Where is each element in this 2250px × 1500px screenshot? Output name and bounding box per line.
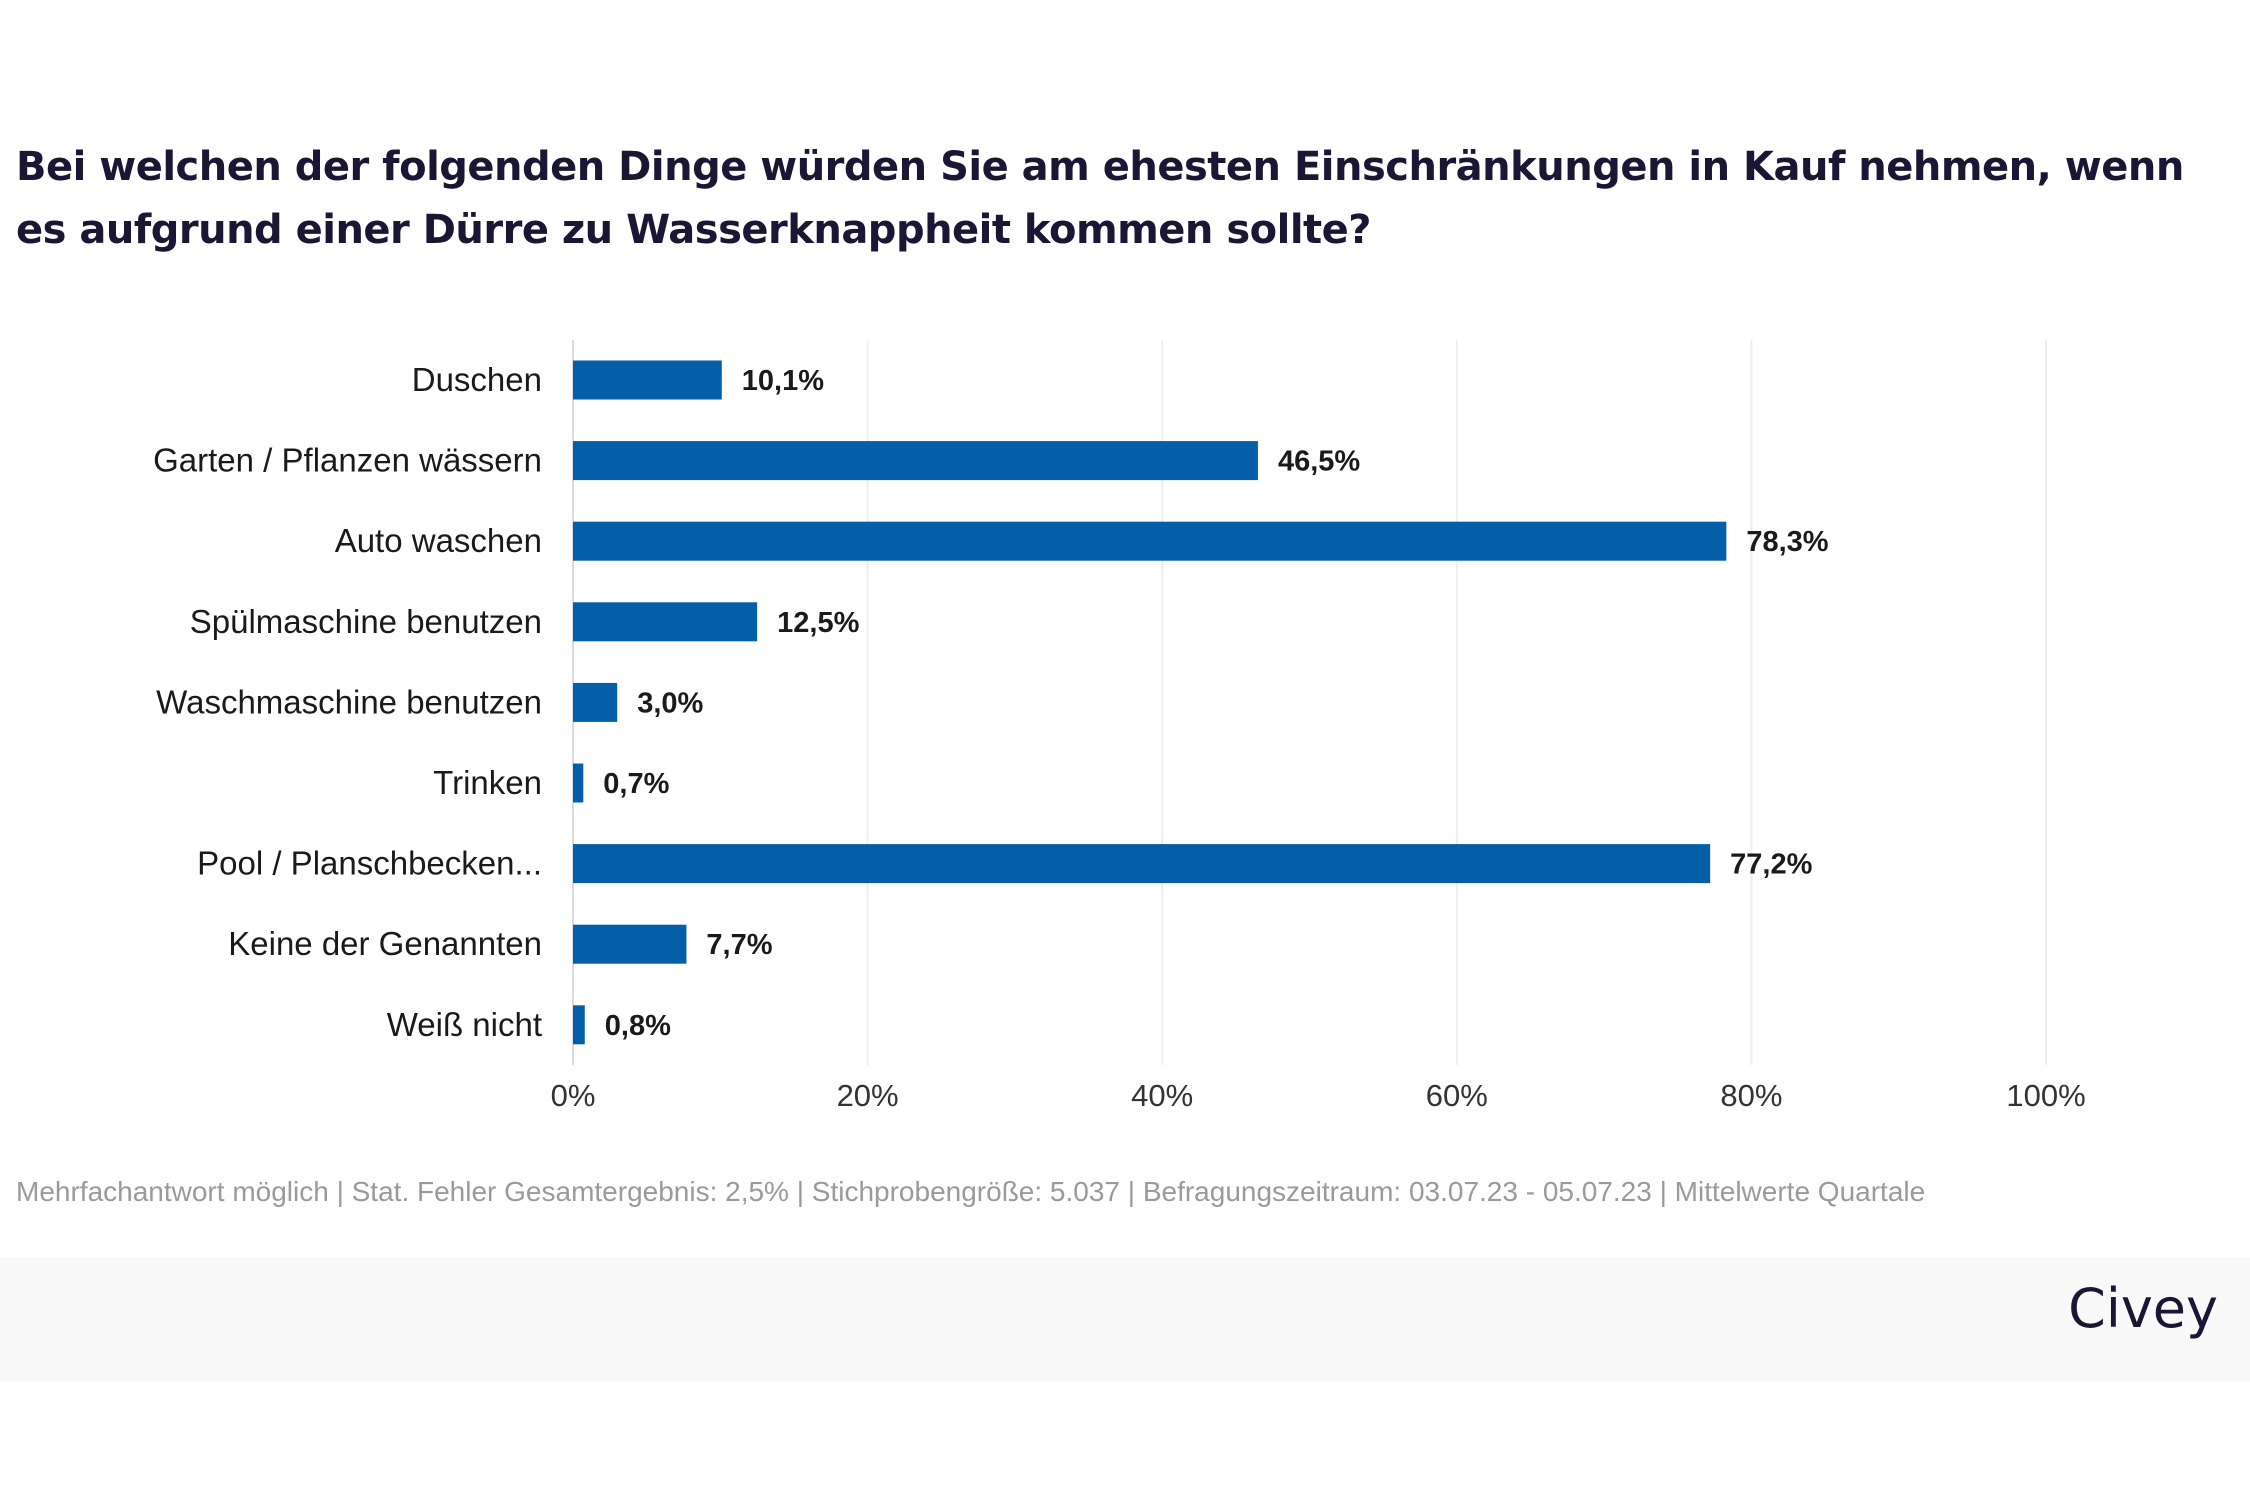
- value-label: 7,7%: [706, 929, 772, 961]
- value-label: 78,3%: [1746, 526, 1828, 558]
- category-label: Auto waschen: [335, 522, 542, 559]
- bar: [573, 602, 758, 642]
- value-label: 10,1%: [742, 365, 824, 397]
- bar: [573, 360, 722, 400]
- bar: [573, 682, 618, 722]
- x-tick-label: 60%: [1426, 1078, 1488, 1113]
- category-label: Pool / Planschbecken...: [197, 845, 542, 882]
- value-label: 3,0%: [637, 687, 703, 719]
- bar: [573, 924, 687, 964]
- value-label: 46,5%: [1278, 446, 1360, 478]
- value-label: 0,7%: [603, 768, 669, 800]
- value-label: 77,2%: [1730, 849, 1812, 881]
- bar: [573, 1005, 585, 1045]
- civey-logo: Civey: [2068, 1277, 2218, 1340]
- x-tick-label: 0%: [551, 1078, 596, 1113]
- category-label: Waschmaschine benutzen: [156, 683, 542, 720]
- category-label: Keine der Genannten: [228, 925, 542, 962]
- bar: [573, 763, 584, 803]
- footer-band: Civey: [0, 1257, 2250, 1382]
- value-label: 12,5%: [777, 607, 859, 639]
- category-label: Weiß nicht: [387, 1006, 542, 1043]
- value-label: 0,8%: [605, 1010, 671, 1042]
- bar: [573, 844, 1711, 884]
- chart-title: Bei welchen der folgenden Dinge würden S…: [16, 144, 2184, 253]
- x-tick-label: 20%: [837, 1078, 899, 1113]
- category-label: Duschen: [412, 361, 542, 398]
- category-label: Spülmaschine benutzen: [190, 603, 542, 640]
- footnote: Mehrfachantwort möglich | Stat. Fehler G…: [16, 1176, 1926, 1207]
- category-label: Garten / Pflanzen wässern: [153, 442, 542, 479]
- bar: [573, 441, 1258, 481]
- bar-chart: 0% 20% 40% 60% 80% 100% Duschen 10,1% Garten / P…: [153, 340, 2086, 1113]
- x-tick-label: 80%: [1720, 1078, 1782, 1113]
- x-tick-label: 100%: [2006, 1078, 2085, 1113]
- category-label: Trinken: [433, 764, 542, 801]
- x-tick-label: 40%: [1131, 1078, 1193, 1113]
- bar: [573, 521, 1727, 561]
